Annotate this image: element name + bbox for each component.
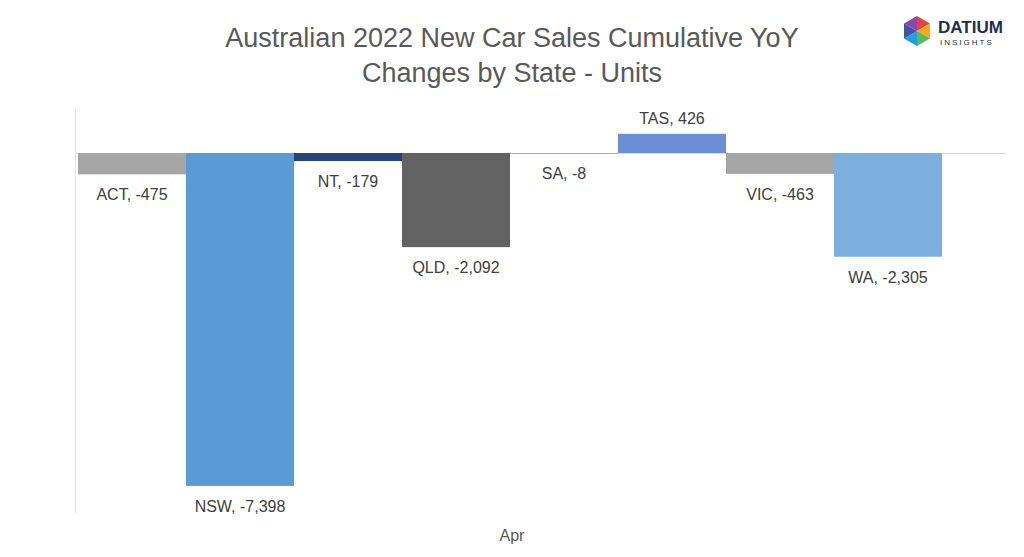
bar [726,153,834,174]
data-label: NT, -179 [318,173,379,190]
data-label: VIC, -463 [746,186,814,203]
logo-icon [904,16,917,31]
data-label: TAS, 426 [639,110,705,127]
chart: Australian 2022 New Car Sales Cumulative… [0,0,1024,557]
logo-icon [917,31,930,46]
data-label: NSW, -7,398 [195,498,286,515]
bar [186,153,294,486]
data-labels: ACT, -475 NSW, -7,398 NT, -179 QLD, -2,092 S… [96,110,927,515]
title: Australian 2022 New Car Sales Cumulative… [225,23,798,53]
data-label: QLD, -2,092 [412,259,499,276]
bar [510,153,618,154]
bar [78,153,186,174]
title: Changes by State - Units [362,58,662,88]
axis-line [75,109,76,514]
data-label: SA, -8 [542,165,587,182]
data-label: WA, -2,305 [848,269,928,286]
logo-text: INSIGHTS [940,38,994,47]
bar [618,134,726,153]
bars [78,134,942,486]
data-label: ACT, -475 [96,186,167,203]
bar [834,153,942,257]
logo: DATIUMINSIGHTS [904,16,1003,47]
logo-text: DATIUM [938,18,1003,37]
bar [294,153,402,161]
y-axis [75,109,1005,514]
bar [402,153,510,247]
x-axis-label: Apr [500,527,526,544]
